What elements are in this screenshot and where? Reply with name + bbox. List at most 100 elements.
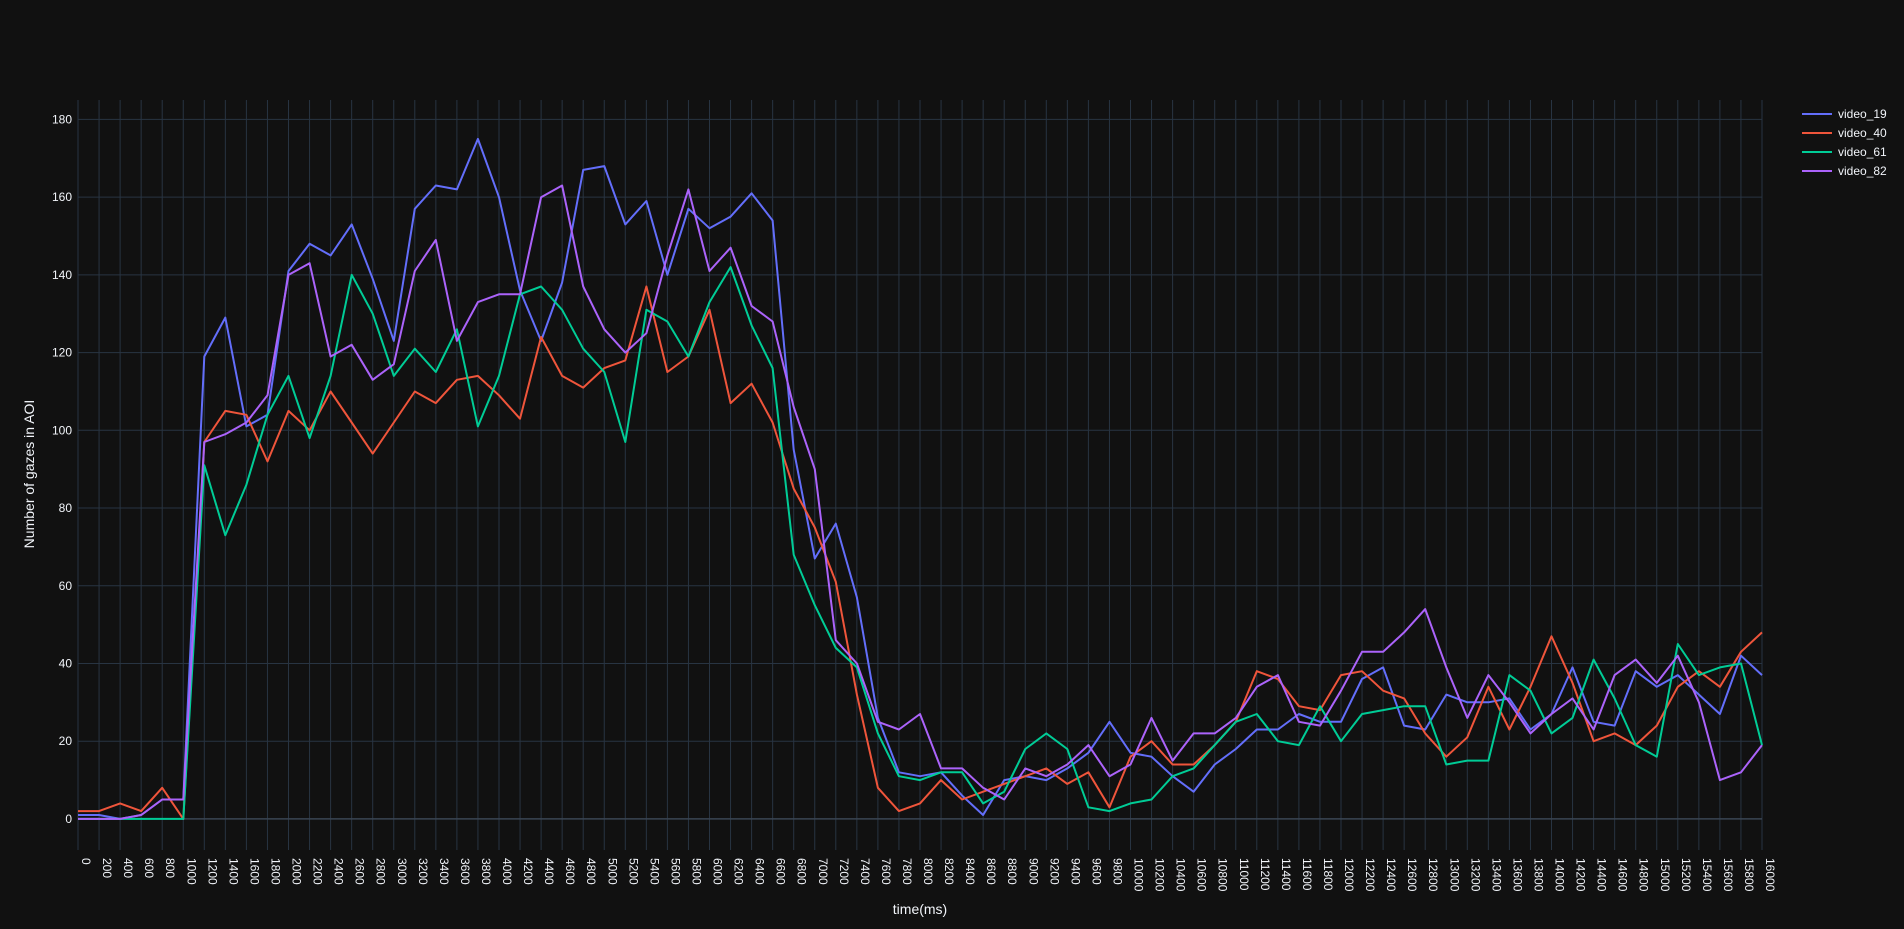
x-tick-label: 4800 [584, 858, 598, 885]
x-tick-label: 6200 [732, 858, 746, 885]
legend-item-video-61[interactable]: video_61 [1802, 145, 1887, 159]
series-line-video-61 [78, 266, 1763, 820]
x-tick-label: 14600 [1616, 858, 1630, 892]
x-tick-label: 6800 [795, 858, 809, 885]
x-tick-label: 7400 [858, 858, 872, 885]
x-tick-label: 14800 [1637, 858, 1651, 892]
series-line-video-40 [78, 285, 1763, 820]
y-tick-label: 0 [65, 812, 72, 826]
x-axis-title: time(ms) [893, 901, 947, 917]
x-tick-label: 12600 [1405, 858, 1419, 892]
x-tick-label: 2600 [353, 858, 367, 885]
x-tick-label: 3000 [395, 858, 409, 885]
x-tick-label: 4000 [500, 858, 514, 885]
x-tick-label: 8000 [921, 858, 935, 885]
x-tick-label: 14200 [1574, 858, 1588, 892]
x-tick-label: 7000 [816, 858, 830, 885]
x-tick-label: 9800 [1110, 858, 1124, 885]
x-tick-label: 1400 [226, 858, 240, 885]
y-tick-label: 100 [52, 423, 72, 437]
y-tick-label: 120 [52, 346, 72, 360]
x-tick-label: 8200 [942, 858, 956, 885]
x-tick-label: 15600 [1721, 858, 1735, 892]
y-tick-label: 60 [59, 579, 73, 593]
x-tick-label: 12800 [1426, 858, 1440, 892]
x-tick-label: 13600 [1510, 858, 1524, 892]
x-tick-label: 400 [121, 858, 135, 878]
x-axis-tick-labels: 0 200 400 600 800 1000 1200 1400 1600 1800 2000 220… [79, 858, 1777, 892]
x-tick-label: 2400 [332, 858, 346, 885]
x-tick-label: 15800 [1742, 858, 1756, 892]
y-tick-label: 140 [52, 268, 72, 282]
x-tick-label: 3600 [458, 858, 472, 885]
x-tick-label: 1000 [184, 858, 198, 885]
x-tick-label: 7600 [879, 858, 893, 885]
x-tick-label: 800 [163, 858, 177, 878]
x-tick-label: 5400 [647, 858, 661, 885]
x-tick-label: 13400 [1489, 858, 1503, 892]
x-tick-label: 5800 [689, 858, 703, 885]
x-gridlines [77, 100, 1763, 850]
legend-item-video-40[interactable]: video_40 [1802, 126, 1887, 140]
x-tick-label: 9600 [1089, 858, 1103, 885]
legend-label: video_61 [1838, 145, 1887, 159]
x-tick-label: 2200 [311, 858, 325, 885]
x-tick-label: 7200 [837, 858, 851, 885]
x-tick-label: 6400 [753, 858, 767, 885]
x-tick-label: 10800 [1216, 858, 1230, 892]
x-tick-label: 9000 [1026, 858, 1040, 885]
x-tick-label: 12200 [1363, 858, 1377, 892]
x-tick-label: 3800 [479, 858, 493, 885]
legend-label: video_40 [1838, 126, 1887, 140]
y-tick-label: 180 [52, 112, 72, 126]
legend-item-video-82[interactable]: video_82 [1802, 164, 1887, 178]
x-tick-label: 5200 [626, 858, 640, 885]
x-tick-label: 16000 [1763, 858, 1777, 892]
x-tick-label: 9400 [1068, 858, 1082, 885]
x-tick-label: 8800 [1005, 858, 1019, 885]
x-tick-label: 12400 [1384, 858, 1398, 892]
x-tick-label: 6000 [711, 858, 725, 885]
x-tick-label: 4200 [521, 858, 535, 885]
x-tick-label: 11400 [1279, 858, 1293, 891]
x-tick-label: 10200 [1153, 858, 1167, 892]
y-axis-title: Number of gazes in AOI [21, 400, 37, 549]
x-tick-label: 2800 [374, 858, 388, 885]
x-tick-label: 5000 [605, 858, 619, 885]
x-tick-label: 5600 [668, 858, 682, 885]
x-tick-label: 15400 [1700, 858, 1714, 892]
x-tick-label: 10600 [1195, 858, 1209, 892]
x-tick-label: 15000 [1658, 858, 1672, 892]
x-tick-label: 600 [142, 858, 156, 878]
x-tick-label: 11000 [1237, 858, 1251, 891]
x-tick-label: 15200 [1679, 858, 1693, 892]
x-tick-label: 6600 [774, 858, 788, 885]
x-tick-label: 14000 [1553, 858, 1567, 892]
y-tick-label: 80 [59, 501, 73, 515]
x-tick-label: 200 [100, 858, 114, 878]
x-tick-label: 10000 [1132, 858, 1146, 892]
y-axis-tick-labels: 0 20 40 60 80 100 120 140 160 180 [52, 112, 72, 825]
y-tick-label: 40 [59, 656, 73, 670]
x-tick-label: 3200 [416, 858, 430, 885]
x-tick-label: 4600 [563, 858, 577, 885]
x-tick-label: 1600 [247, 858, 261, 885]
y-gridlines [78, 118, 1762, 820]
legend-label: video_82 [1838, 164, 1887, 178]
x-tick-label: 2000 [290, 858, 304, 885]
series-lines [78, 137, 1763, 820]
x-tick-label: 4400 [542, 858, 556, 885]
x-tick-label: 3400 [437, 858, 451, 885]
legend[interactable]: video_19 video_40 video_61 video_82 [1802, 107, 1887, 178]
x-tick-label: 13000 [1447, 858, 1461, 892]
x-tick-label: 12000 [1342, 858, 1356, 892]
legend-label: video_19 [1838, 107, 1887, 121]
x-tick-label: 13200 [1468, 858, 1482, 892]
x-tick-label: 9200 [1047, 858, 1061, 885]
x-tick-label: 1200 [205, 858, 219, 885]
legend-item-video-19[interactable]: video_19 [1802, 107, 1887, 121]
x-tick-label: 8600 [984, 858, 998, 885]
x-tick-label: 10400 [1174, 858, 1188, 892]
